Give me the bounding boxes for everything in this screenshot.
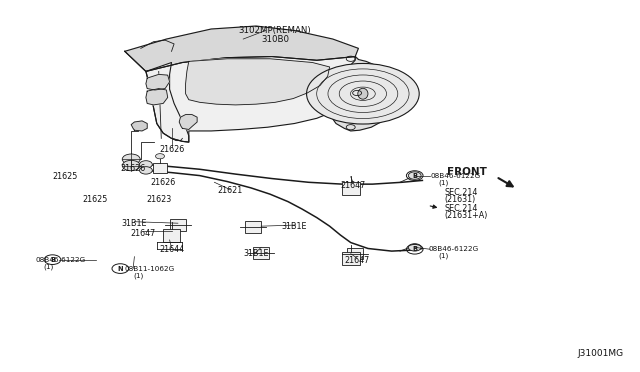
Polygon shape xyxy=(186,59,330,105)
Text: (21631): (21631) xyxy=(445,195,476,203)
Polygon shape xyxy=(146,89,168,105)
Bar xyxy=(342,183,360,196)
Polygon shape xyxy=(125,51,189,142)
Text: (21631+A): (21631+A) xyxy=(445,211,488,219)
Bar xyxy=(342,252,360,265)
Text: (1): (1) xyxy=(133,272,143,279)
Text: 21647: 21647 xyxy=(340,181,366,190)
Ellipse shape xyxy=(358,88,368,99)
Text: 08B46-6122G: 08B46-6122G xyxy=(430,173,481,179)
Circle shape xyxy=(140,167,152,174)
Text: 3102MP(REMAN): 3102MP(REMAN) xyxy=(239,26,312,35)
Text: 21621: 21621 xyxy=(218,186,243,195)
Text: 31B1E: 31B1E xyxy=(282,222,307,231)
Text: 08B46-6122G: 08B46-6122G xyxy=(35,257,86,263)
Polygon shape xyxy=(179,115,197,129)
Text: B: B xyxy=(412,173,417,179)
Text: B: B xyxy=(50,257,55,263)
Circle shape xyxy=(408,172,421,179)
Text: FRONT: FRONT xyxy=(447,167,486,177)
Text: 310B0: 310B0 xyxy=(261,35,289,44)
Text: J31001MG: J31001MG xyxy=(578,349,624,358)
Bar xyxy=(253,247,269,259)
Text: B: B xyxy=(412,246,417,252)
Text: (1): (1) xyxy=(438,179,449,186)
Text: 31B1E: 31B1E xyxy=(243,249,269,258)
Text: 08B46-6122G: 08B46-6122G xyxy=(429,246,479,252)
Text: 21626: 21626 xyxy=(150,178,176,187)
Circle shape xyxy=(156,154,164,159)
Text: 31B1E: 31B1E xyxy=(122,219,147,228)
Text: 21625: 21625 xyxy=(52,172,78,181)
Text: 21647: 21647 xyxy=(131,229,156,238)
Circle shape xyxy=(408,244,421,251)
Polygon shape xyxy=(146,74,170,90)
Bar xyxy=(348,248,364,259)
Text: (1): (1) xyxy=(438,253,449,259)
Circle shape xyxy=(140,161,152,168)
Text: 08B11-1062G: 08B11-1062G xyxy=(125,266,175,272)
Polygon shape xyxy=(330,57,396,131)
Text: 21626: 21626 xyxy=(159,145,184,154)
Text: (1): (1) xyxy=(44,263,54,270)
Bar xyxy=(170,219,186,231)
Circle shape xyxy=(122,154,140,164)
Bar xyxy=(245,221,261,232)
Text: 21625: 21625 xyxy=(82,195,108,203)
Text: 21647: 21647 xyxy=(344,256,370,265)
Bar xyxy=(153,163,167,173)
Ellipse shape xyxy=(307,64,419,124)
Circle shape xyxy=(122,160,140,171)
Polygon shape xyxy=(131,121,147,131)
Text: N: N xyxy=(118,266,123,272)
Text: SEC.214: SEC.214 xyxy=(445,204,478,213)
Polygon shape xyxy=(146,57,358,142)
Text: 21623: 21623 xyxy=(146,195,172,203)
Text: 21644: 21644 xyxy=(159,246,184,254)
Polygon shape xyxy=(125,26,358,71)
Text: SEC.214: SEC.214 xyxy=(445,188,478,197)
Bar xyxy=(163,228,180,242)
Text: 21626: 21626 xyxy=(120,164,146,173)
